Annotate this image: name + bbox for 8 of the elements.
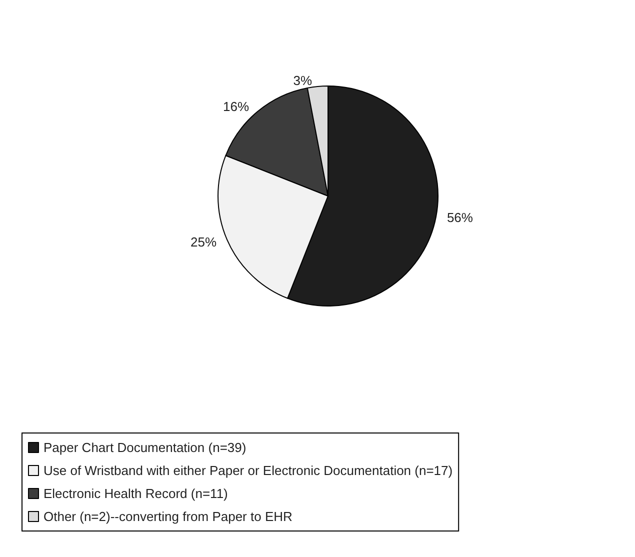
legend-label: Paper Chart Documentation (n=39) xyxy=(44,440,246,455)
legend-label: Electronic Health Record (n=11) xyxy=(44,486,228,501)
data-label: 3% xyxy=(293,73,313,88)
legend-label: Other (n=2)--converting from Paper to EHR xyxy=(44,509,292,524)
data-label: 56% xyxy=(446,210,474,226)
data-label: 25% xyxy=(190,234,217,250)
legend-label: Use of Wristband with either Paper or Electronic Documentation (n=17) xyxy=(44,463,453,478)
data-label: 16% xyxy=(223,99,250,114)
